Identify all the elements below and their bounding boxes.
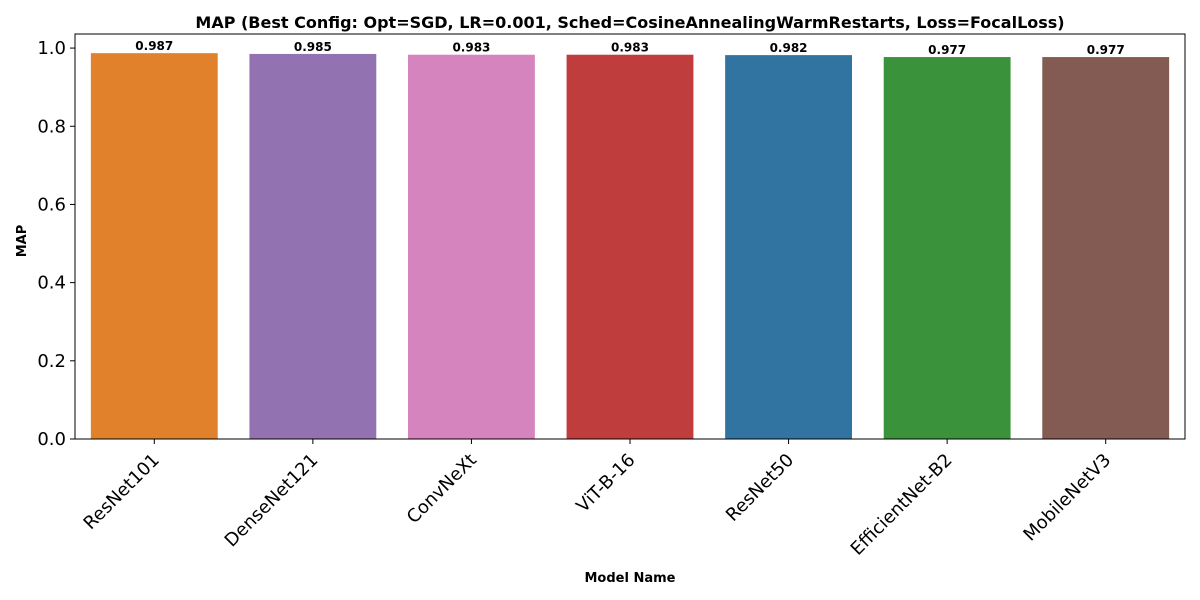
- bar-vit-b-16: [566, 54, 694, 439]
- chart-title: MAP (Best Config: Opt=SGD, LR=0.001, Sch…: [195, 13, 1064, 32]
- bar-value-label: 0.985: [294, 40, 332, 54]
- x-tick-label: MobileNetV3: [1019, 450, 1115, 546]
- bars-layer: [90, 53, 1170, 440]
- bar-mobilenetv3: [1042, 57, 1170, 440]
- bar-efficientnet-b2: [883, 57, 1011, 440]
- x-tick-label: ViT-B-16: [572, 450, 639, 517]
- bar-value-label: 0.987: [135, 39, 173, 53]
- bar-value-label: 0.977: [928, 43, 966, 57]
- bar-value-label: 0.977: [1087, 43, 1125, 57]
- x-tick-label: ResNet101: [80, 450, 164, 534]
- bar-value-label: 0.983: [611, 41, 649, 55]
- x-tick-label: ResNet50: [722, 450, 798, 526]
- bar-convnext: [408, 54, 535, 439]
- bar-resnet50: [725, 55, 852, 439]
- x-tick-label: EfficientNet-B2: [847, 450, 957, 560]
- y-tick-label: 0.6: [37, 194, 66, 215]
- y-tick-label: 0.0: [37, 429, 66, 450]
- x-tick-label: DenseNet121: [221, 450, 323, 552]
- bar-value-label: 0.982: [770, 41, 808, 55]
- x-tick-label: ConvNeXt: [403, 450, 481, 528]
- y-tick-label: 0.8: [37, 116, 66, 137]
- value-labels-layer: 0.987 0.985 0.983 0.983 0.982 0.977 0.977: [135, 39, 1124, 57]
- bar-resnet101: [90, 53, 218, 440]
- y-axis-title: MAP: [15, 225, 30, 258]
- bar-densenet121: [249, 53, 377, 440]
- bar-value-label: 0.983: [452, 41, 490, 55]
- plot-frame: [74, 33, 1186, 440]
- x-axis: ResNet101 DenseNet121 ConvNeXt ViT-B-16 ResN…: [80, 439, 1115, 560]
- y-tick-label: 0.4: [37, 273, 66, 294]
- y-axis: 0.0 0.2 0.4 0.6 0.8 1.0: [37, 38, 75, 450]
- y-tick-label: 1.0: [37, 38, 66, 59]
- x-axis-title: Model Name: [585, 571, 676, 586]
- y-tick-label: 0.2: [37, 351, 66, 372]
